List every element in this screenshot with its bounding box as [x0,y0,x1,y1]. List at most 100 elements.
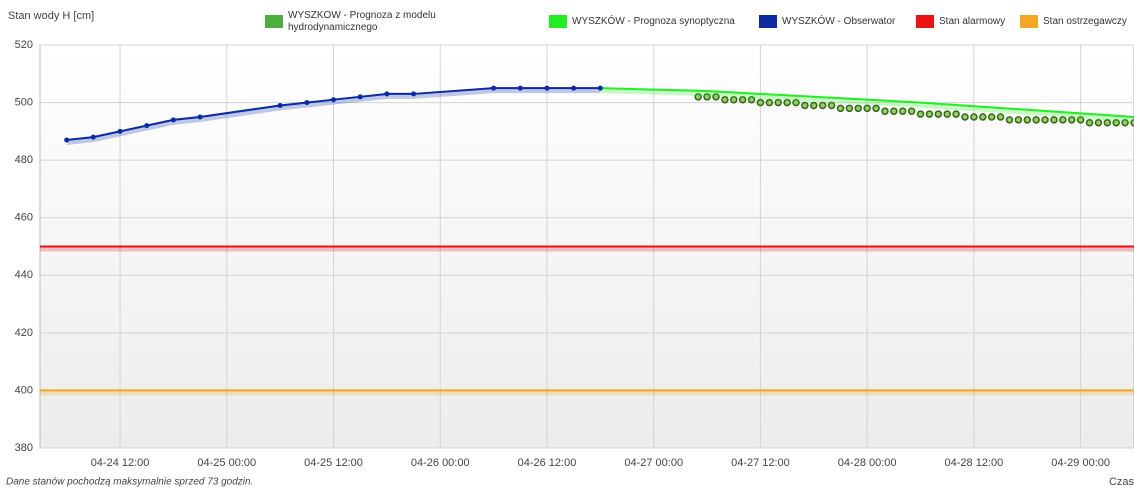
forecast-dot [961,113,969,121]
forecast-dot [827,101,836,110]
forecast-dot [996,113,1005,121]
marker [170,117,176,123]
forecast-dot [1005,116,1014,124]
forecast-dot [1014,116,1023,124]
legend-swatch [916,15,934,28]
forecast-dot [801,101,809,110]
marker [544,85,550,91]
marks [40,85,1134,396]
marker [384,91,390,97]
legend-label: WYSZKÓW - Obserwator [782,16,896,27]
forecast-dot [1023,116,1032,124]
forecast-dot [898,107,907,115]
forecast-dot [845,104,854,113]
y-tick-label: 460 [15,212,33,224]
marker [64,137,70,143]
forecast-dot [1112,118,1120,127]
x-tick-label: 04-29 00:00 [1051,457,1110,469]
forecast-dot [925,110,934,118]
legend-label: WYSZKÓW - Prognoza z modelu hydrodynamic… [288,10,436,33]
legend-label: WYSZKÓW - Prognoza synoptyczna [572,16,735,27]
marker [571,85,577,91]
forecast-dot [765,98,774,107]
forecast-dot [970,113,978,121]
legend-entry: WYSZKÓW - Prognoza synoptyczna [572,16,735,27]
x-tick-label: 04-28 12:00 [945,457,1004,469]
grid: 380 400 420 440 460 480 500 520 04-24 12:00 04-25… [15,39,1134,469]
forecast-dot [694,93,702,101]
forecast-dot [730,95,738,104]
x-tick-label: 04-24 12:00 [91,457,150,469]
forecast-dot [872,104,880,113]
forecast-dot [836,104,845,113]
forecast-dot [1067,116,1076,124]
x-axis-label: Czas [1109,476,1134,488]
forecast-dot [1130,118,1134,127]
forecast-dot [1076,116,1085,124]
forecast-dot [703,93,711,101]
marker [517,85,523,91]
forecast-dot [863,104,871,113]
forecast-dot [943,110,951,118]
forecast-dot [783,98,791,107]
marker [117,128,123,134]
forecast-dot [1094,118,1103,127]
forecast-dot [1032,116,1040,124]
legend: WYSZKÓW - Prognoza z modelu hydrodynamic… [265,10,1127,33]
forecast-dot [738,95,747,104]
marker [277,102,283,108]
forecast-dot [721,95,729,104]
marker [304,100,310,106]
forecast-dot [1103,118,1112,127]
legend-entry: WYSZKÓW - Obserwator [782,16,896,27]
forecast-dot [712,93,720,101]
marker [90,134,96,140]
forecast-dot [1050,116,1058,124]
forecast-dot [792,98,800,107]
x-tick-label: 04-26 00:00 [411,457,470,469]
forecast-dot [747,95,756,104]
legend-label: Stan alarmowy [939,16,1006,27]
x-tick-label: 04-28 00:00 [838,457,897,469]
forecast-dot [756,98,765,107]
forecast-dot [810,101,818,110]
y-axis-label: Stan wody H [cm] [8,10,94,22]
series-shadow [600,87,1134,122]
x-tick-label: 04-25 00:00 [197,457,256,469]
y-tick-label: 420 [15,327,33,339]
marker [197,114,203,120]
x-tick-label: 04-25 12:00 [304,457,363,469]
forecast-dot [1059,116,1067,124]
legend-entry: Stan ostrzegawczy [1043,16,1127,27]
marker [597,85,603,91]
x-tick-label: 04-27 12:00 [731,457,790,469]
marker [357,94,363,100]
forecast-dot [881,107,889,115]
x-tick-label: 04-26 12:00 [518,457,577,469]
legend-entry: Stan alarmowy [939,16,1006,27]
forecast-dot [1121,118,1129,127]
y-tick-label: 380 [15,442,33,454]
y-tick-label: 480 [15,154,33,166]
forecast-dot [979,113,987,121]
forecast-dot [916,110,925,118]
marker [491,85,497,91]
forecast-dot [1041,116,1049,124]
forecast-dot [818,101,827,110]
marker [331,97,337,103]
legend-swatch [265,15,283,28]
forecast-dot [1085,118,1094,127]
marker [411,91,417,97]
forecast-dot [987,113,996,121]
y-tick-label: 500 [15,96,33,108]
forecast-dot [907,107,916,115]
legend-swatch [1020,15,1038,28]
forecast-dot [952,110,960,118]
forecast-dot [854,104,863,113]
forecast-dot [774,98,782,107]
legend-swatch [759,15,777,28]
forecast-dot [890,107,898,115]
x-tick-label: 04-27 00:00 [624,457,683,469]
